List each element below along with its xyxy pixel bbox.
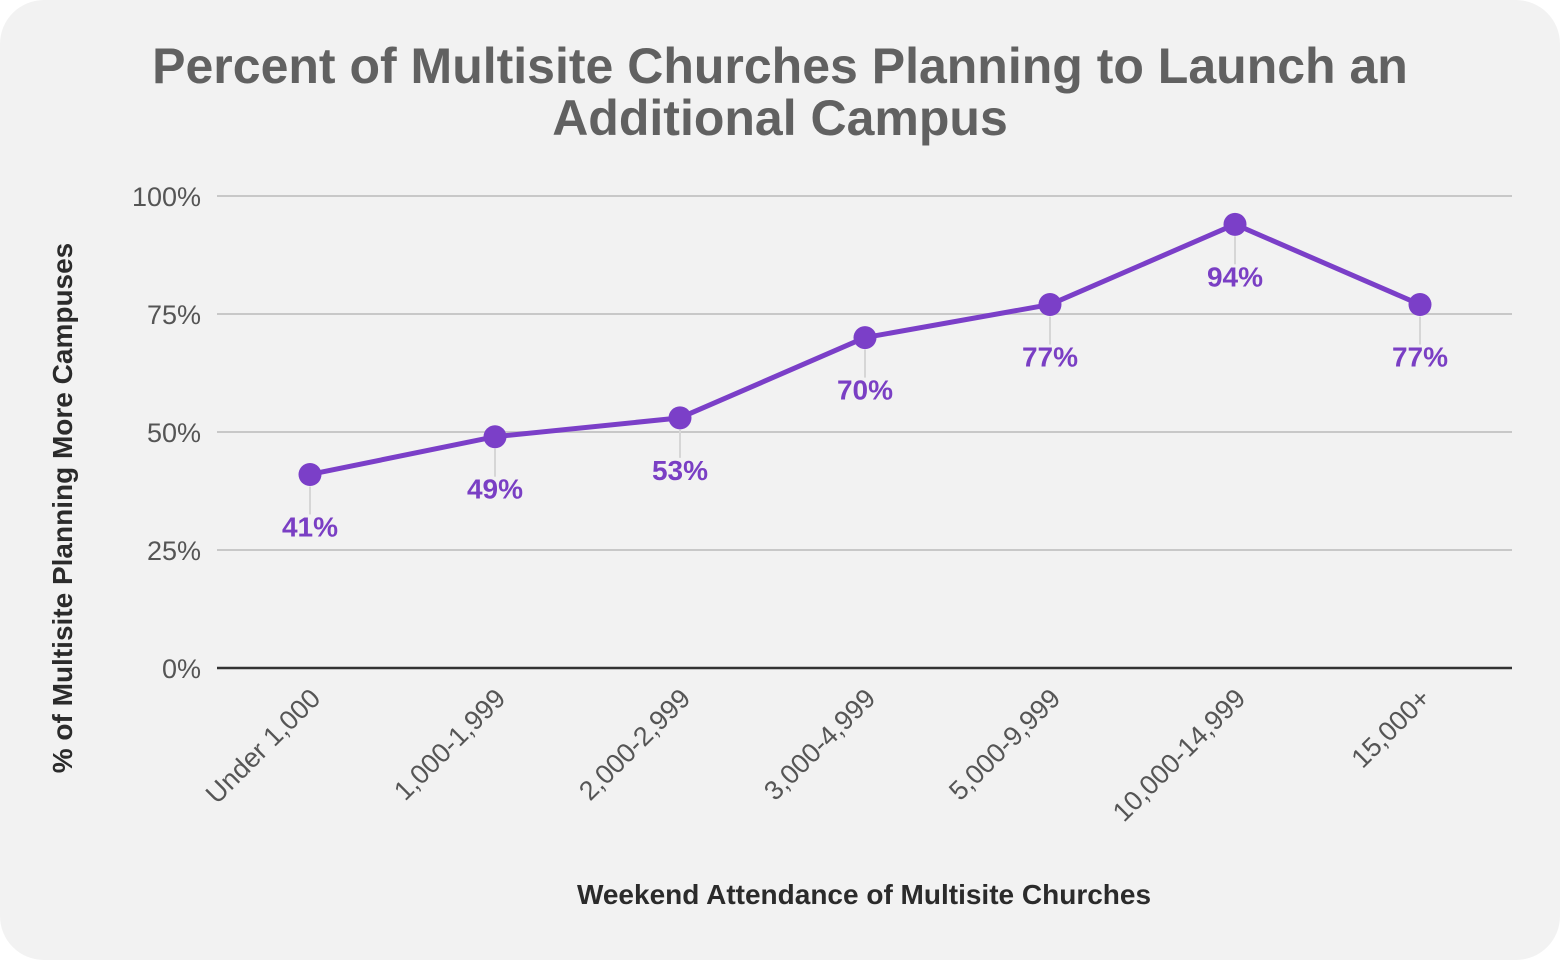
data-point — [668, 406, 692, 430]
y-tick-label: 50% — [147, 418, 201, 448]
data-point — [483, 425, 507, 449]
x-category-label: Under 1,000 — [200, 683, 326, 809]
data-point — [1408, 293, 1432, 317]
y-tick-label: 0% — [162, 654, 201, 684]
chart-title-line-1: Percent of Multisite Churches Planning t… — [152, 38, 1408, 94]
chart-title: Percent of Multisite Churches Planning t… — [0, 40, 1560, 144]
x-axis-title: Weekend Attendance of Multisite Churches — [577, 879, 1151, 910]
data-label: 41% — [282, 511, 338, 542]
y-tick-label: 25% — [147, 536, 201, 566]
data-label: 49% — [467, 474, 523, 505]
data-label: 70% — [837, 375, 893, 406]
x-category-label: 1,000-1,999 — [388, 683, 511, 806]
y-tick-label: 100% — [132, 182, 201, 212]
data-point — [1223, 212, 1247, 236]
x-category-label: 5,000-9,999 — [943, 683, 1066, 806]
data-label: 77% — [1022, 342, 1078, 373]
x-category-label: 15,000+ — [1345, 683, 1436, 774]
data-label: 53% — [652, 455, 708, 486]
data-label: 94% — [1207, 261, 1263, 292]
data-labels: 41% 49% 53% 70% 77% 94% 77% — [282, 261, 1448, 542]
y-axis-title: % of Multisite Planning More Campuses — [47, 243, 78, 774]
data-label: 77% — [1392, 342, 1448, 373]
x-category-label: 2,000-2,999 — [573, 683, 696, 806]
x-axis-category-labels: Under 1,000 1,000-1,999 2,000-2,999 3,000-4… — [200, 683, 1436, 827]
data-point — [853, 326, 877, 350]
y-axis-tick-labels: 0% 25% 50% 75% 100% — [132, 182, 201, 684]
data-point — [298, 462, 322, 486]
x-category-label: 3,000-4,999 — [758, 683, 881, 806]
data-label-leaders — [309, 236, 1421, 515]
y-tick-label: 75% — [147, 300, 201, 330]
x-category-label: 10,000-14,999 — [1107, 683, 1251, 827]
gridlines — [217, 195, 1512, 670]
data-points — [298, 212, 1432, 486]
chart-title-line-2: Additional Campus — [552, 90, 1008, 146]
data-point — [1038, 293, 1062, 317]
